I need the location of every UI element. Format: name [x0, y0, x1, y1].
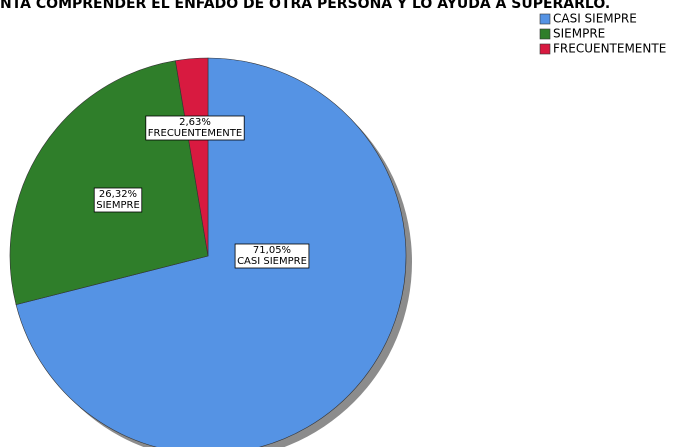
data-label-value: 2,63%: [179, 117, 211, 128]
data-label: 26,32%SIEMPRE: [93, 187, 143, 213]
data-label-category: SIEMPRE: [96, 200, 140, 211]
data-label: 71,05%CASI SIEMPRE: [234, 243, 310, 269]
legend-swatch: [539, 43, 551, 55]
pie-slice: [175, 57, 209, 257]
data-label-box: [93, 187, 143, 213]
legend-swatch: [539, 28, 551, 40]
pie-slice: [15, 57, 407, 447]
legend-label: FRECUENTEMENTE: [553, 42, 666, 56]
chart-title: NTA COMPRENDER EL ENFADO DE OTRA PERSONA…: [0, 0, 610, 12]
data-label-category: CASI SIEMPRE: [237, 256, 307, 267]
data-label-box: [145, 115, 245, 141]
data-label-box: [234, 243, 310, 269]
legend-label: CASI SIEMPRE: [553, 12, 637, 26]
legend-swatch: [539, 13, 551, 25]
data-label: 2,63%FRECUENTEMENTE: [145, 115, 245, 141]
data-label-value: 26,32%: [99, 189, 137, 200]
data-label-value: 71,05%: [253, 245, 291, 256]
legend-label: SIEMPRE: [553, 27, 605, 41]
data-label-category: FRECUENTEMENTE: [148, 128, 242, 139]
